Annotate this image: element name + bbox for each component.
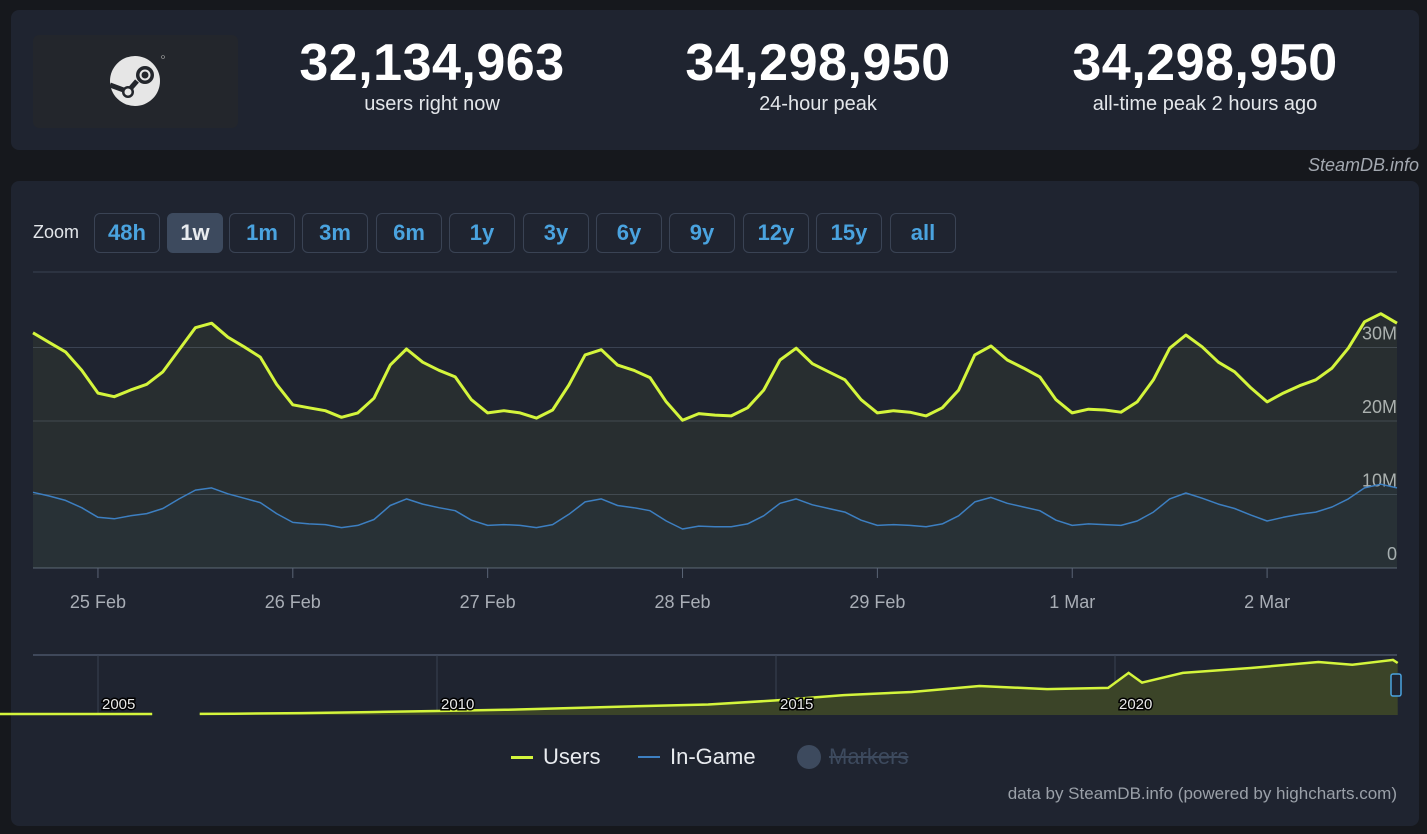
y-tick-label: 30M bbox=[1362, 324, 1397, 344]
x-tick-label: 26 Feb bbox=[265, 592, 321, 612]
x-tick-label: 29 Feb bbox=[849, 592, 905, 612]
stat-value: 34,298,950 bbox=[685, 34, 951, 92]
navigator-tick-label: 2010 bbox=[441, 696, 474, 713]
zoom-button-1y[interactable]: 1y bbox=[449, 213, 515, 253]
zoom-button-1m[interactable]: 1m bbox=[229, 213, 295, 253]
series-line-users bbox=[32, 312, 1398, 422]
zoom-button-6m[interactable]: 6m bbox=[376, 213, 442, 253]
navigator-handle[interactable] bbox=[1390, 673, 1402, 697]
zoom-button-3m[interactable]: 3m bbox=[302, 213, 368, 253]
zoom-label: Zoom bbox=[33, 222, 80, 242]
stat-value: 34,298,950 bbox=[1072, 34, 1338, 92]
zoom-button-3y[interactable]: 3y bbox=[523, 213, 589, 253]
chart-card bbox=[11, 181, 1419, 826]
navigator-tick-label: 2005 bbox=[102, 696, 135, 713]
zoom-button-all[interactable]: all bbox=[890, 213, 956, 253]
zoom-button-15y[interactable]: 15y bbox=[816, 213, 882, 253]
stat-value: 32,134,963 bbox=[299, 34, 565, 92]
legend-item-in-game[interactable]: In-Game bbox=[638, 744, 756, 770]
navigator-tick-label: 2015 bbox=[780, 696, 813, 713]
series-area-users bbox=[33, 313, 1397, 568]
legend-item-users[interactable]: Users bbox=[511, 744, 600, 770]
x-tick-label: 1 Mar bbox=[1049, 592, 1095, 612]
stat-current-users: 32,134,963 users right now bbox=[242, 34, 622, 116]
navigator-area bbox=[199, 659, 1398, 715]
zoom-button-6y[interactable]: 6y bbox=[596, 213, 662, 253]
in-game-swatch-icon bbox=[638, 756, 660, 758]
legend-label: In-Game bbox=[670, 744, 756, 769]
legend: Users In-Game Markers bbox=[0, 744, 1427, 774]
series-line-in-game bbox=[32, 483, 1398, 530]
markers-circle-icon bbox=[797, 745, 821, 769]
stat-all-time-peak: 34,298,950 all-time peak 2 hours ago bbox=[1015, 34, 1395, 116]
navigator-tick-label: 2020 bbox=[1119, 696, 1152, 713]
x-tick-label: 27 Feb bbox=[460, 592, 516, 612]
stat-label: all-time peak 2 hours ago bbox=[1092, 93, 1318, 115]
steam-logo bbox=[33, 35, 238, 128]
legend-label: Users bbox=[543, 744, 601, 769]
y-tick-label: 20M bbox=[1362, 397, 1397, 417]
x-tick-label: 2 Mar bbox=[1244, 592, 1290, 612]
steam-logo-icon bbox=[109, 55, 165, 106]
navigator-line bbox=[199, 658, 1399, 716]
users-swatch-icon bbox=[511, 755, 533, 759]
zoom-button-48h[interactable]: 48h bbox=[94, 213, 160, 253]
series-area-in-game bbox=[33, 484, 1397, 568]
source-label: SteamDB.info bbox=[1307, 155, 1419, 175]
credits[interactable]: data by SteamDB.info (powered by highcha… bbox=[1007, 784, 1397, 803]
zoom-button-12y[interactable]: 12y bbox=[743, 213, 809, 253]
x-tick-label: 28 Feb bbox=[655, 592, 711, 612]
stat-label: users right now bbox=[364, 93, 500, 115]
y-tick-label: 0 bbox=[1387, 544, 1397, 564]
legend-label: Markers bbox=[829, 744, 909, 769]
stat-label: 24-hour peak bbox=[759, 93, 877, 115]
zoom-button-9y[interactable]: 9y bbox=[669, 213, 735, 253]
stats-card: 32,134,963 users right now 34,298,950 24… bbox=[11, 10, 1419, 150]
legend-item-markers[interactable]: Markers bbox=[797, 744, 908, 770]
x-tick-label: 25 Feb bbox=[70, 592, 126, 612]
zoom-button-1w[interactable]: 1w bbox=[167, 213, 223, 253]
stat-24h-peak: 34,298,950 24-hour peak bbox=[628, 34, 1008, 116]
